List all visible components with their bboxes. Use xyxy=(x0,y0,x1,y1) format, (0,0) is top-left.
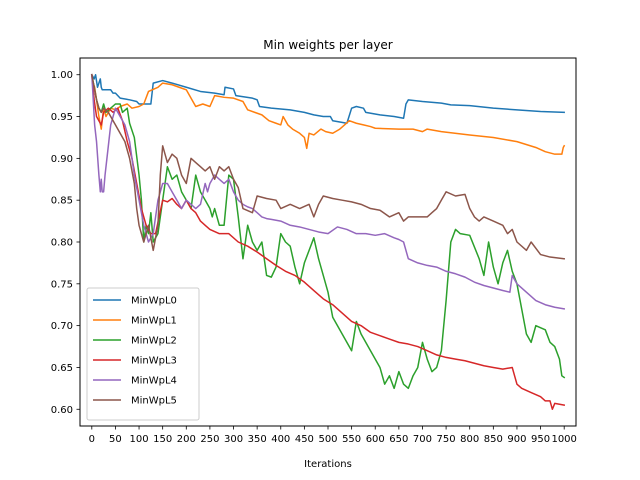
chart-title: Min weights per layer xyxy=(263,38,393,52)
legend-label: MinWpL4 xyxy=(131,376,177,387)
y-tick-label: 0.65 xyxy=(51,363,73,374)
series-line-minwpl4 xyxy=(91,73,566,310)
y-tick-label: 1.00 xyxy=(51,70,73,81)
legend-label: MinWpL5 xyxy=(131,396,177,407)
x-tick-label: 800 xyxy=(460,434,479,445)
x-tick-label: 700 xyxy=(413,434,432,445)
legend-label: MinWpL2 xyxy=(131,336,177,347)
x-tick-label: 500 xyxy=(318,434,337,445)
y-tick-label: 0.75 xyxy=(51,279,73,290)
x-tick-label: 100 xyxy=(130,434,149,445)
legend-label: MinWpL3 xyxy=(131,356,177,367)
y-tick-label: 0.95 xyxy=(51,112,73,123)
x-tick-label: 400 xyxy=(271,434,290,445)
x-tick-label: 200 xyxy=(177,434,196,445)
x-tick-label: 300 xyxy=(224,434,243,445)
legend-label: MinWpL0 xyxy=(131,296,177,307)
series-line-minwpl2 xyxy=(90,73,566,390)
x-tick-label: 350 xyxy=(248,434,267,445)
legend-box xyxy=(86,287,200,421)
x-tick-label: 1000 xyxy=(551,434,576,445)
x-tick-label: 900 xyxy=(507,434,526,445)
x-axis: 0 50 100 150 200 250 300 350 400 450 500 550 600 650 7… xyxy=(89,426,577,445)
x-tick-label: 150 xyxy=(153,434,172,445)
x-tick-label: 0 xyxy=(89,434,95,445)
legend-label: MinWpL1 xyxy=(131,316,177,327)
x-axis-label: Iterations xyxy=(304,459,352,470)
y-tick-label: 0.90 xyxy=(51,154,73,165)
series-line-minwpl5 xyxy=(90,73,566,260)
x-tick-label: 250 xyxy=(200,434,219,445)
y-tick-label: 0.70 xyxy=(51,321,73,332)
x-tick-label: 450 xyxy=(295,434,314,445)
x-tick-label: 950 xyxy=(531,434,550,445)
y-tick-label: 0.60 xyxy=(51,405,73,416)
x-tick-label: 50 xyxy=(109,434,122,445)
legend: MinWpL0 MinWpL1 MinWpL2 MinWpL3 MinWpL4 MinWp… xyxy=(86,287,200,421)
y-axis: 0.60 0.65 0.70 0.75 0.80 0.85 0.90 0.95 1.00 xyxy=(51,70,80,416)
series-line-minwpl0 xyxy=(90,73,565,124)
x-tick-label: 600 xyxy=(366,434,385,445)
x-tick-label: 650 xyxy=(389,434,408,445)
y-tick-label: 0.80 xyxy=(51,238,73,249)
series-layer xyxy=(90,73,566,411)
x-tick-label: 850 xyxy=(484,434,503,445)
x-tick-label: 550 xyxy=(342,434,361,445)
y-tick-label: 0.85 xyxy=(51,196,73,207)
x-tick-label: 750 xyxy=(437,434,456,445)
